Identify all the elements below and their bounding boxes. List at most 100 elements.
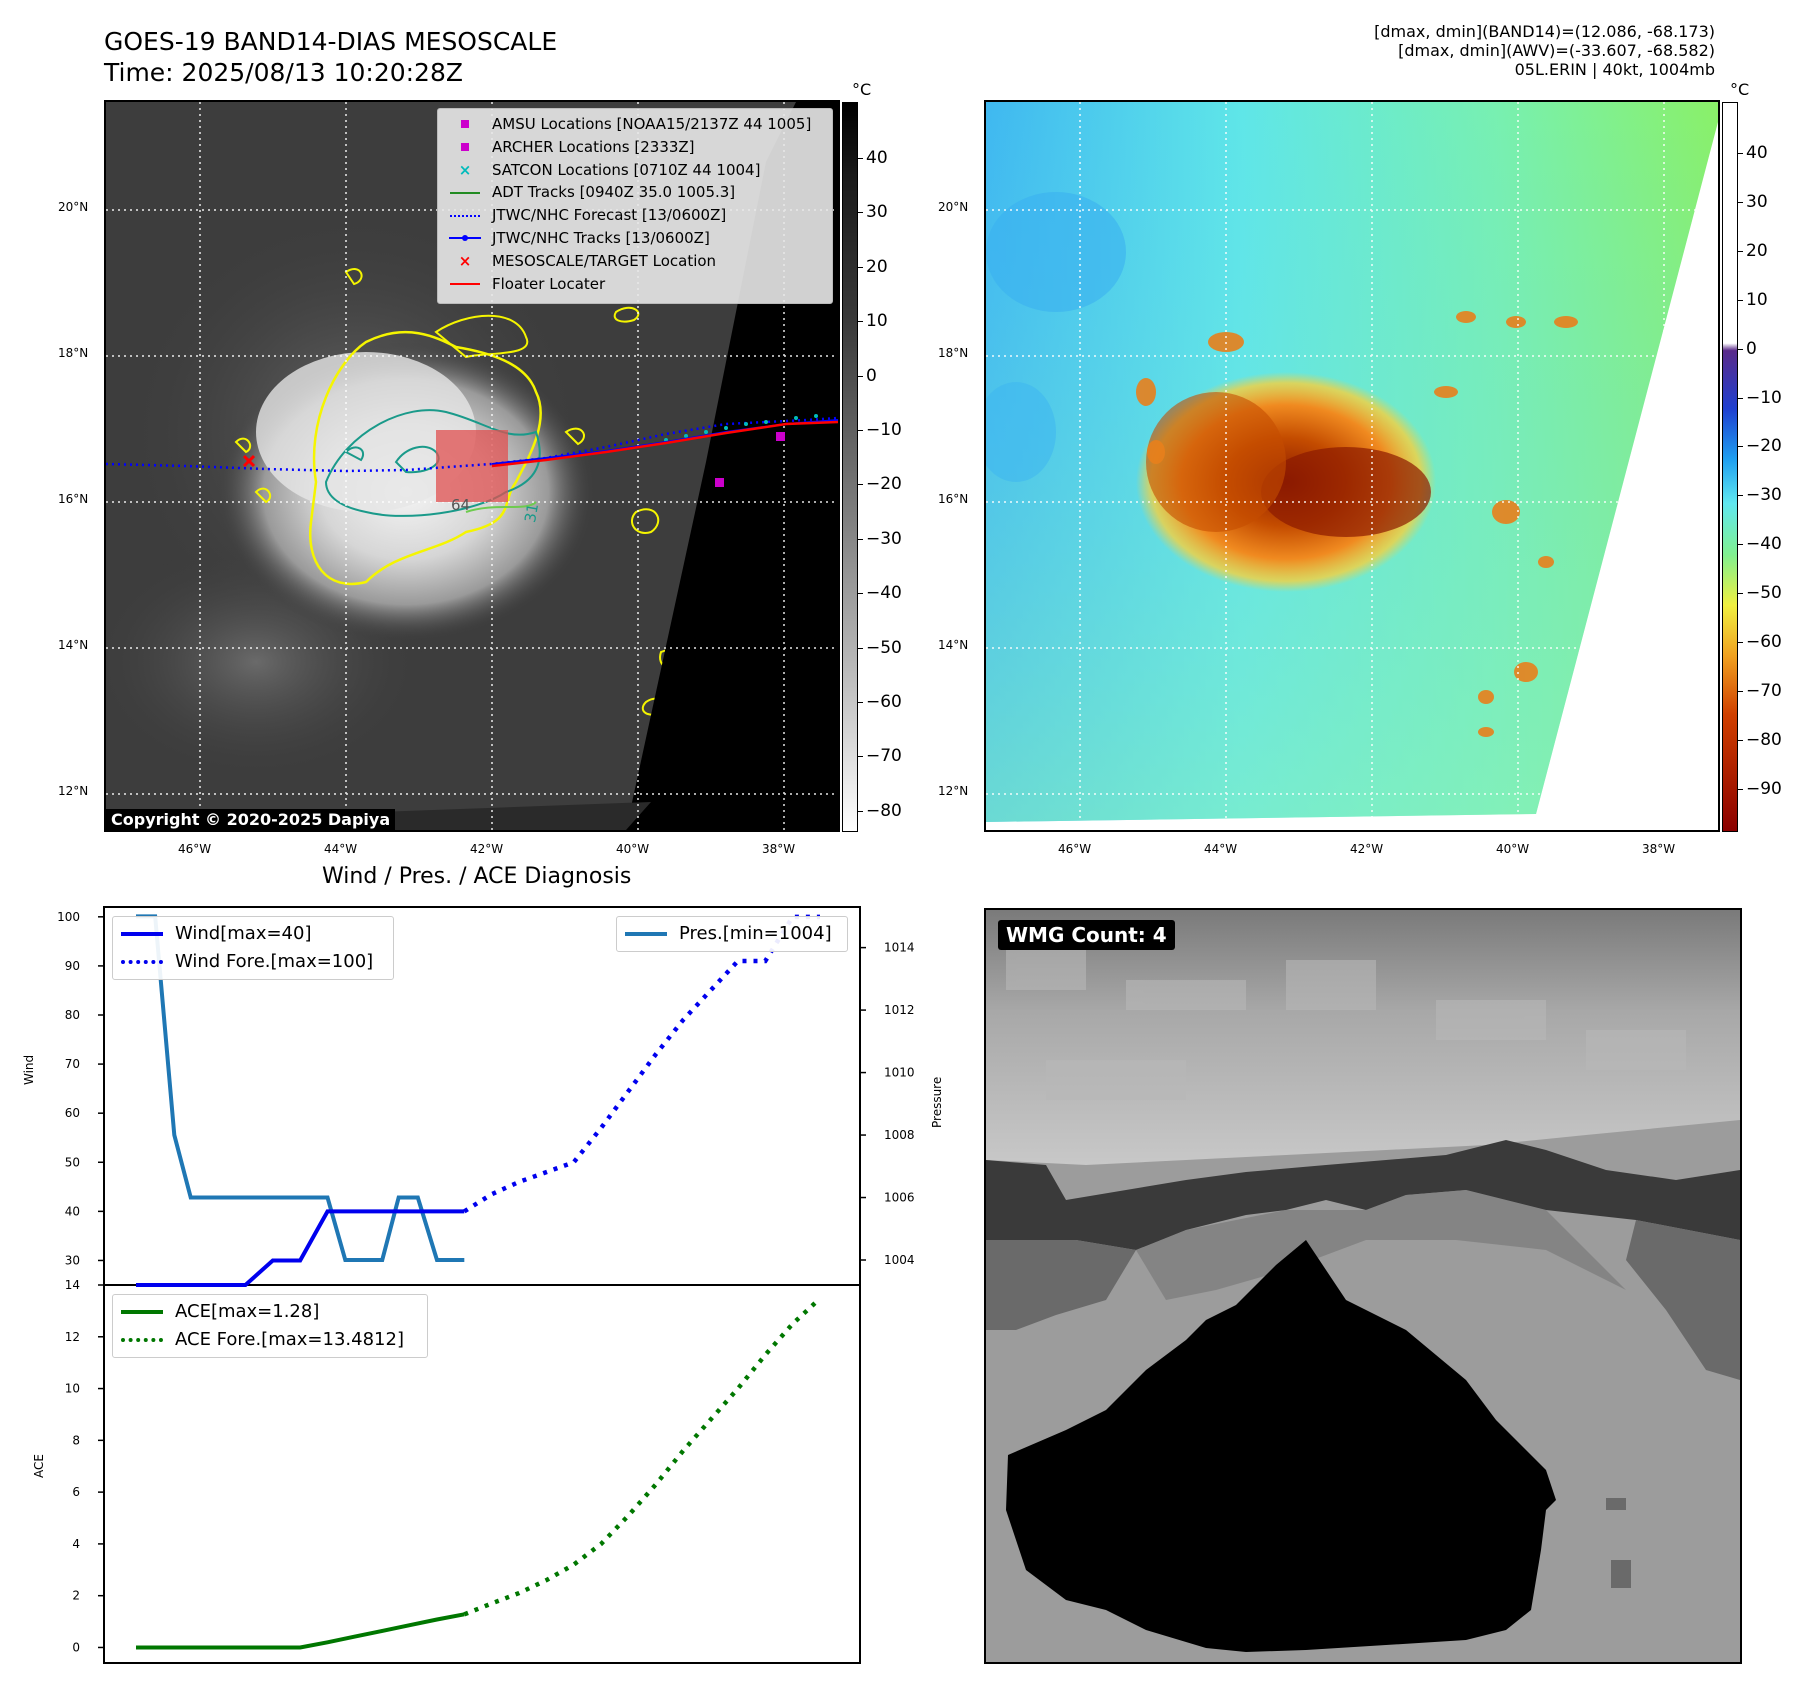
dotted-line-icon <box>121 960 163 964</box>
target-x-icon <box>242 454 256 468</box>
legend-label: ACE[max=1.28] <box>175 1301 320 1322</box>
wmg-core <box>1006 1240 1556 1652</box>
colorbar-tick-label: −20 <box>1746 436 1782 457</box>
archer-marker <box>715 478 724 487</box>
colorbar-tick-label: 20 <box>1746 240 1768 261</box>
color-colorbar-ticks: 40 30 20 10 0 −10 −20 −30 −40 −50 −60 −70 −80 −90 <box>1738 102 1797 832</box>
map-legend: AMSU Locations [NOAA15/2137Z 44 1005] AR… <box>437 108 833 304</box>
pressure-tick-label: 1006 <box>884 1191 915 1205</box>
ace-tick-label: 8 <box>72 1433 80 1447</box>
lat-label: 14°N <box>938 638 969 652</box>
x-icon: × <box>458 251 472 270</box>
colorbar-unit: °C <box>852 80 872 99</box>
line-dot-icon <box>446 234 484 242</box>
color-colorbar <box>1722 102 1738 832</box>
legend-item: AMSU Locations [NOAA15/2137Z 44 1005] <box>446 113 824 136</box>
legend-label: JTWC/NHC Tracks [13/0600Z] <box>492 228 710 247</box>
colorbar-tick-label: −60 <box>1746 632 1782 652</box>
colorbar-tick-label: −20 <box>866 474 902 495</box>
pressure-tick-label: 1004 <box>884 1253 915 1267</box>
color-map-panel <box>984 100 1720 832</box>
lon-label: 40°W <box>616 842 650 856</box>
colorbar-unit: °C <box>1730 80 1750 99</box>
ace-legend: ACE[max=1.28] ACE Fore.[max=13.4812] <box>112 1294 428 1358</box>
pressure-tick-label: 1008 <box>884 1128 915 1142</box>
legend-item: JTWC/NHC Forecast [13/0600Z] <box>446 204 824 227</box>
ir-colorbar <box>842 102 858 832</box>
legend-label: Pres.[min=1004] <box>679 923 832 944</box>
colorbar-tick-label: 0 <box>866 365 877 386</box>
legend-label: AMSU Locations [NOAA15/2137Z 44 1005] <box>492 115 812 133</box>
legend-item: Wind[max=40] <box>121 920 385 948</box>
ace-tick-label: 10 <box>65 1382 80 1396</box>
title-line2: Time: 2025/08/13 10:20:28Z <box>104 58 463 87</box>
title-line1: GOES-19 BAND14-DIAS MESOSCALE <box>104 27 558 56</box>
pressure-series <box>136 914 465 1263</box>
wind-tick-label: 30 <box>65 1253 80 1267</box>
lon-label: 38°W <box>1642 842 1676 856</box>
line-icon <box>625 932 667 936</box>
lat-label: 18°N <box>58 346 89 360</box>
legend-label: Wind[max=40] <box>175 923 312 944</box>
legend-item: ACE[max=1.28] <box>121 1298 419 1326</box>
colorbar-tick-label: 40 <box>866 148 888 168</box>
pressure-tick-label: 1010 <box>884 1066 915 1080</box>
contour-label-31: 31 <box>521 502 543 524</box>
colorbar-tick-label: 10 <box>1746 289 1768 310</box>
colorbar-tick-label: −30 <box>866 528 902 549</box>
colorbar-tick-label: −90 <box>1746 778 1782 799</box>
pressure-tick-label: 1014 <box>884 941 915 955</box>
line-icon <box>121 932 163 936</box>
line-icon <box>121 1310 163 1314</box>
wind-tick-label: 100 <box>57 910 80 924</box>
ir-map-panel: 64 31 AMSU Locations [NOAA15/2137Z 44 10… <box>104 100 840 832</box>
info-line1: [dmax, dmin](BAND14)=(12.086, -68.173) <box>1374 22 1715 41</box>
wind-axis-label: Wind <box>22 1054 36 1085</box>
legend-item: ACE Fore.[max=13.4812] <box>121 1326 419 1354</box>
legend-label: Floater Locater <box>492 274 606 293</box>
legend-item: JTWC/NHC Tracks [13/0600Z] <box>446 227 824 250</box>
map-title: GOES-19 BAND14-DIAS MESOSCALE Time: 2025… <box>104 26 557 88</box>
header-info: [dmax, dmin](BAND14)=(12.086, -68.173) [… <box>1374 22 1715 79</box>
line-icon <box>450 282 480 285</box>
chart-title: Wind / Pres. / ACE Diagnosis <box>322 864 632 889</box>
colorbar-tick-label: 10 <box>866 311 888 332</box>
legend-item: Pres.[min=1004] <box>625 920 839 948</box>
wind-forecast-series <box>463 914 820 1214</box>
pressure-axis-label: Pressure <box>930 1076 944 1128</box>
ace-axis-label: ACE <box>32 1454 46 1478</box>
lat-label: 16°N <box>58 492 89 506</box>
lon-label: 42°W <box>470 842 504 856</box>
pressure-legend: Pres.[min=1004] <box>616 916 848 952</box>
wmg-count-badge: WMG Count: 4 <box>998 920 1175 950</box>
x-icon: × <box>458 160 472 179</box>
floater-track <box>491 420 838 468</box>
ace-tick-label: 14 <box>65 1278 80 1292</box>
colorbar-tick-label: −70 <box>866 746 902 767</box>
lon-label: 38°W <box>762 842 796 856</box>
colorbar-tick-label: 40 <box>1746 143 1768 163</box>
ace-tick-label: 0 <box>72 1640 80 1654</box>
lon-label: 42°W <box>1350 842 1384 856</box>
amsu-marker <box>776 432 785 441</box>
wmg-panel: WMG Count: 4 <box>984 908 1742 1664</box>
lower-axes-frame <box>103 1284 861 1664</box>
wind-tick-label: 80 <box>65 1008 80 1022</box>
square-icon <box>461 120 469 129</box>
lon-label: 46°W <box>1058 842 1092 856</box>
wind-tick-label: 60 <box>65 1106 80 1120</box>
copyright: Copyright © 2020-2025 Dapiya <box>106 809 396 830</box>
wind-tick-label: 90 <box>65 959 80 973</box>
colorbar-tick-label: −80 <box>1746 729 1782 750</box>
colorbar-tick-label: 20 <box>866 256 888 277</box>
contour-label-64: 64 <box>451 496 471 514</box>
lon-label: 46°W <box>178 842 212 856</box>
colorbar-tick-label: −40 <box>866 583 902 604</box>
legend-label: Wind Fore.[max=100] <box>175 951 374 972</box>
ace-tick-label: 4 <box>72 1537 80 1551</box>
legend-label: ADT Tracks [0940Z 35.0 1005.3] <box>492 183 736 202</box>
legend-item: × SATCON Locations [0710Z 44 1004] <box>446 159 824 182</box>
square-icon <box>461 143 469 152</box>
lon-label: 44°W <box>324 842 358 856</box>
